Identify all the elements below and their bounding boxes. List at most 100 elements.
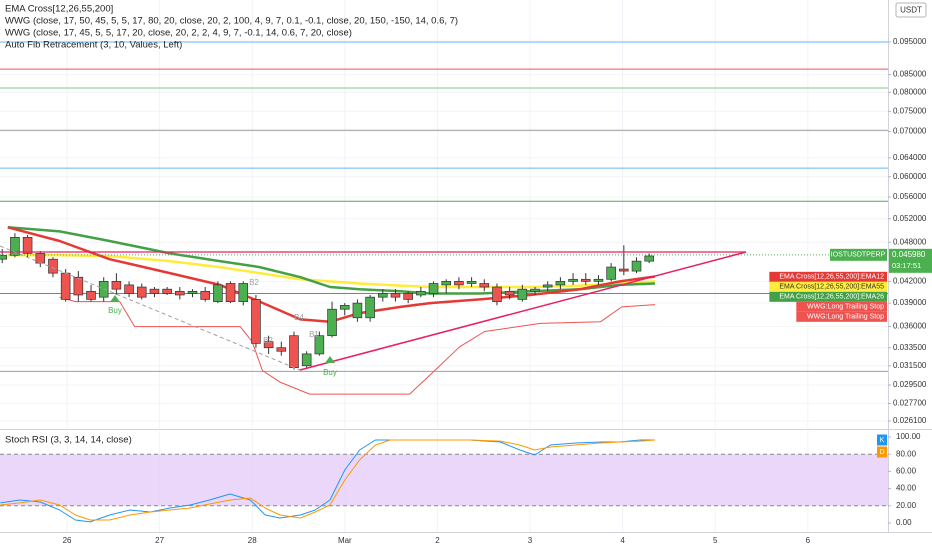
candle-body xyxy=(187,290,198,294)
indicator-legend: WWG (close, 17, 50, 45, 5, 5, 17, 80, 20… xyxy=(5,16,458,27)
symbol-tag: IOSTUSDTPERP xyxy=(831,252,886,259)
y-tick-label: 0.095000 xyxy=(893,37,927,46)
signal-label: Buy xyxy=(108,306,122,315)
y-tick-label: 0.060000 xyxy=(893,172,927,181)
candle-body xyxy=(403,293,413,300)
indicator-line xyxy=(7,226,656,295)
candle-body xyxy=(441,281,452,286)
candle-body xyxy=(289,335,299,368)
candle-body xyxy=(530,288,540,292)
y-tick-label: 0.026100 xyxy=(893,416,927,425)
series-tag-bg xyxy=(796,311,887,322)
candle-body xyxy=(238,283,249,302)
y-tick-label: 0.042000 xyxy=(893,276,927,285)
candle-body xyxy=(619,268,629,272)
candle-body xyxy=(251,299,261,344)
y-tick-label: 0.036000 xyxy=(893,322,927,331)
indicator-line xyxy=(7,226,656,324)
stoch-band xyxy=(0,454,888,506)
candle-body xyxy=(428,283,439,294)
main-pane xyxy=(0,0,888,428)
candle-body xyxy=(555,281,566,286)
candle-body xyxy=(644,255,654,262)
stoch-tag: K xyxy=(880,437,885,444)
x-tick-label: 4 xyxy=(620,536,625,545)
series-tag: WWG:Long Trailing Stop xyxy=(807,314,884,321)
buy-arrow xyxy=(325,356,335,363)
series-tag-bg xyxy=(769,281,887,292)
signal-label: B2 xyxy=(249,278,259,287)
x-tick-label: 6 xyxy=(806,536,811,545)
trend-line xyxy=(299,251,747,371)
currency: USDT xyxy=(900,6,922,15)
candle-body xyxy=(301,353,312,367)
y-tick-label: 0.064000 xyxy=(893,153,927,162)
x-tick-label: 28 xyxy=(248,536,257,545)
stoch-pane xyxy=(0,431,888,532)
candle-body xyxy=(225,283,236,302)
y-tick-label: 0.052000 xyxy=(893,214,927,223)
y-tick-label: 0.033500 xyxy=(893,343,927,352)
candle-body xyxy=(200,290,210,300)
candle-body xyxy=(390,293,401,298)
candle-body xyxy=(606,266,616,280)
candle-body xyxy=(213,284,223,302)
x-tick-label: 5 xyxy=(713,536,718,545)
y-tick-label: 80.00 xyxy=(896,449,917,458)
stoch-title: Stoch RSI (3, 3, 14, 14, close) xyxy=(5,435,132,446)
x-tick-label: 2 xyxy=(435,536,440,545)
candle-body xyxy=(416,290,426,296)
candle-body xyxy=(580,278,591,282)
series-tag-bg xyxy=(769,291,887,302)
candle-body xyxy=(378,293,388,298)
candle-body xyxy=(593,278,604,282)
candle-body xyxy=(479,283,490,288)
y-tick-label: 0.039000 xyxy=(893,298,927,307)
series-tag: EMA Cross[12,26,55,200]:EMA26 xyxy=(779,294,884,301)
candle-body xyxy=(60,272,71,300)
candle-body xyxy=(162,288,172,294)
stoch-tag-bg xyxy=(877,446,887,458)
y-tick-label: 0.085000 xyxy=(893,70,927,79)
y-tick-label: 0.048000 xyxy=(893,237,927,246)
candle-body xyxy=(631,260,642,272)
signal-label: Buy xyxy=(323,368,337,377)
indicator-legend: WWG (close, 17, 45, 5, 5, 17, 20, close,… xyxy=(5,28,352,39)
candle-body xyxy=(314,335,325,355)
buy-arrow xyxy=(110,295,120,302)
x-tick-label: Mar xyxy=(338,536,352,545)
stoch-line xyxy=(0,439,656,521)
y-tick-label: 0.029500 xyxy=(893,380,927,389)
y-tick-label: 0.056000 xyxy=(893,192,927,201)
candle-body xyxy=(517,288,528,300)
y-tick-label: 0.031500 xyxy=(893,361,927,370)
series-tag: EMA Cross[12,26,55,200]:EMA12 xyxy=(779,274,884,281)
dashed-line xyxy=(0,245,301,371)
candle-body xyxy=(111,281,122,290)
candle-body xyxy=(327,308,337,337)
candle-body xyxy=(542,284,553,288)
price-tag: 0.045980 xyxy=(892,250,926,259)
candle-body xyxy=(35,253,46,264)
currency-box[interactable] xyxy=(895,2,927,18)
y-tick-label: 40.00 xyxy=(896,484,917,493)
stoch-tag-bg xyxy=(877,434,887,446)
indicator-legend: EMA Cross[12,26,55,200] xyxy=(5,4,113,15)
series-tag-bg xyxy=(796,301,887,312)
y-tick-label: 0.075000 xyxy=(893,106,927,115)
candle-body xyxy=(136,286,147,298)
y-tick-label: 0.00 xyxy=(896,518,912,527)
candle-body xyxy=(466,281,477,284)
candle-body xyxy=(352,302,363,319)
signal-label: B1 xyxy=(309,330,319,339)
candle-body xyxy=(454,281,464,286)
candle-body xyxy=(73,276,84,296)
countdown: 03:17:51 xyxy=(892,261,921,270)
candle-body xyxy=(365,296,375,319)
y-tick-label: 0.080000 xyxy=(893,87,927,96)
series-tag: WWG:Long Trailing Stop xyxy=(807,304,884,311)
y-tick-label: 0.070000 xyxy=(893,127,927,136)
series-tag-bg xyxy=(769,271,887,282)
